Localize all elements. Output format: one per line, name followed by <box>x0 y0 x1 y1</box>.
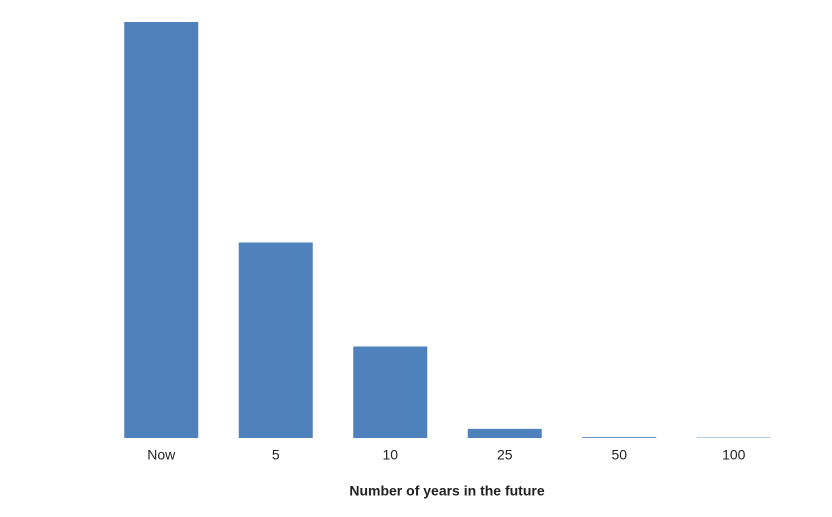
bar <box>467 428 542 438</box>
bar <box>582 437 657 438</box>
x-tick-label: 25 <box>497 447 513 463</box>
x-tick-label: 5 <box>272 447 280 463</box>
x-tick-label: 50 <box>611 447 627 463</box>
x-tick-label: Now <box>147 447 176 463</box>
x-tick-label: 100 <box>722 447 746 463</box>
bar <box>124 22 199 438</box>
x-tick-label: 10 <box>382 447 398 463</box>
bar <box>353 346 428 438</box>
x-axis-title: Number of years in the future <box>349 483 544 499</box>
bar <box>238 242 313 438</box>
